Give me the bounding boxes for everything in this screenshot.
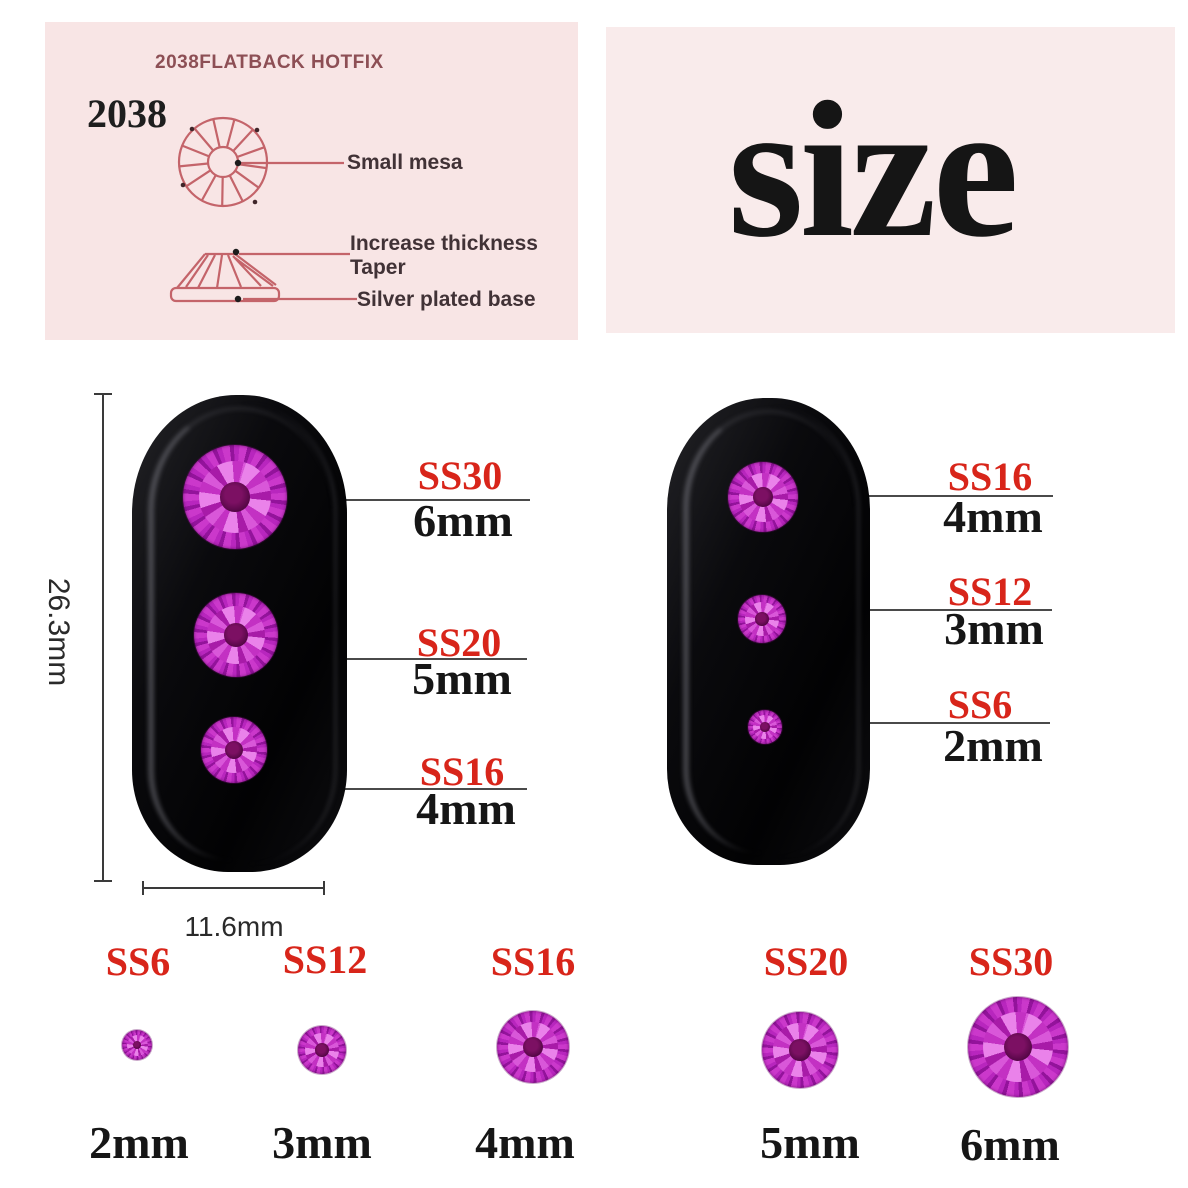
- rhinestone-sample-ss20: [762, 1012, 838, 1088]
- rhinestone-gem-ss30: [183, 445, 287, 549]
- ss-label: SS6: [105, 939, 171, 984]
- ss-label: SS20: [416, 620, 502, 665]
- mm-label: 2mm: [89, 1117, 189, 1168]
- rhinestone-sample-ss30: [968, 997, 1068, 1097]
- height-measure-label: 26.3mm: [42, 577, 75, 687]
- spec-title: 2038FLATBACK HOTFIX: [155, 52, 384, 73]
- mm-label: 6mm: [960, 1119, 1060, 1170]
- rhinestone-sample-ss12: [298, 1026, 346, 1074]
- flatback-diagram: [169, 116, 357, 303]
- mm-label: 5mm: [412, 653, 512, 704]
- rhinestone-gem-ss16: [201, 717, 267, 783]
- ss-label: SS30: [968, 939, 1054, 984]
- ss-label: SS16: [947, 454, 1033, 499]
- label-increase-thickness: Increase thickness: [350, 232, 538, 255]
- rhinestone-gem-ss20: [194, 593, 278, 677]
- callout-line-ss6: [838, 722, 1050, 724]
- mm-label: 3mm: [272, 1117, 372, 1168]
- mm-label: 4mm: [475, 1117, 575, 1168]
- rhinestone-gem-ss12: [738, 595, 786, 643]
- rhinestone-sample-ss16: [497, 1011, 569, 1083]
- callout-line-ss16-right: [845, 495, 1053, 497]
- top-view-facet-spokes: [179, 118, 267, 207]
- callout-line-ss20: [316, 658, 527, 660]
- side-view-facets: [185, 254, 274, 289]
- spec-card: 2038FLATBACK HOTFIX 2038 Small mesa Incr…: [45, 22, 578, 340]
- callout-line-ss12: [845, 609, 1052, 611]
- ss-label: SS6: [947, 682, 1013, 727]
- ss-label: SS16: [419, 749, 505, 794]
- width-measure-label: 11.6mm: [184, 911, 284, 942]
- model-number: 2038: [87, 91, 167, 136]
- size-card: size: [606, 27, 1175, 333]
- width-measure-line: [142, 881, 325, 895]
- size-heading: size: [727, 61, 1019, 278]
- mm-label: 3mm: [944, 603, 1044, 654]
- ss-label: SS12: [947, 569, 1033, 614]
- rhinestone-gem-ss6: [748, 710, 782, 744]
- facet-dots: [180, 126, 260, 205]
- ss-label: SS20: [763, 939, 849, 984]
- label-small-mesa: Small mesa: [347, 151, 463, 174]
- rhinestone-gem-ss16-right: [728, 462, 798, 532]
- side-view-base: [169, 286, 281, 303]
- callout-line-ss16-left: [316, 788, 527, 790]
- ss-label: SS16: [490, 939, 576, 984]
- mm-label: 4mm: [416, 783, 516, 834]
- mm-label: 2mm: [943, 720, 1043, 771]
- height-measure-line: [94, 393, 112, 882]
- label-silver-plated-base: Silver plated base: [357, 288, 536, 311]
- label-taper: Taper: [350, 256, 406, 279]
- ss-label: SS12: [282, 937, 368, 982]
- callout-line-ss30: [316, 499, 530, 501]
- ss-label: SS30: [417, 453, 503, 498]
- mm-label: 6mm: [413, 495, 513, 546]
- rhinestone-sample-ss6: [122, 1030, 152, 1060]
- side-view-outline: [176, 252, 277, 289]
- mm-label: 5mm: [760, 1117, 860, 1168]
- top-view-mesa-circle: [206, 145, 240, 179]
- mm-label: 4mm: [943, 491, 1043, 542]
- leader-anchor-dots: [232, 159, 242, 303]
